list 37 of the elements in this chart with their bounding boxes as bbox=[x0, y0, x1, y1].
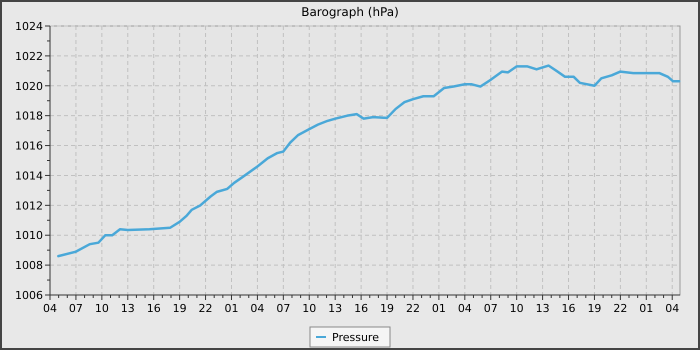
x-tick-label: 19 bbox=[172, 302, 187, 315]
x-tick-label: 10 bbox=[94, 302, 109, 315]
x-tick-label: 04 bbox=[665, 302, 680, 315]
x-tick-label: 16 bbox=[354, 302, 368, 315]
x-tick-label: 04 bbox=[250, 302, 264, 315]
y-tick-label: 1018 bbox=[15, 110, 43, 123]
y-tick-label: 1022 bbox=[15, 50, 43, 63]
y-tick-label: 1012 bbox=[15, 199, 43, 212]
y-tick-label: 1006 bbox=[15, 289, 43, 302]
x-tick-label: 07 bbox=[484, 302, 498, 315]
x-tick-label: 13 bbox=[536, 302, 550, 315]
x-tick-label: 07 bbox=[68, 302, 83, 315]
x-tick-label: 16 bbox=[146, 302, 161, 315]
x-tick-label: 10 bbox=[510, 302, 524, 315]
x-tick-label: 10 bbox=[302, 302, 316, 315]
x-tick-label: 01 bbox=[224, 302, 238, 315]
y-tick-label: 1008 bbox=[15, 259, 43, 272]
x-tick-label: 22 bbox=[406, 302, 420, 315]
x-tick-label: 07 bbox=[276, 302, 290, 315]
y-tick-label: 1010 bbox=[15, 229, 43, 242]
x-tick-label: 04 bbox=[458, 302, 472, 315]
legend-label: Pressure bbox=[332, 331, 380, 344]
x-tick-label: 13 bbox=[120, 302, 135, 315]
x-tick-label: 16 bbox=[562, 302, 576, 315]
chart-title: Barograph (hPa) bbox=[301, 5, 399, 19]
x-tick-label: 19 bbox=[380, 302, 394, 315]
y-tick-label: 1020 bbox=[15, 80, 43, 93]
y-tick-label: 1014 bbox=[15, 169, 43, 182]
x-tick-label: 22 bbox=[198, 302, 213, 315]
x-tick-label: 01 bbox=[639, 302, 654, 315]
y-tick-label: 1016 bbox=[15, 140, 43, 153]
y-tick-label: 1024 bbox=[15, 20, 43, 33]
x-tick-label: 19 bbox=[587, 302, 602, 315]
x-tick-label: 13 bbox=[328, 302, 342, 315]
x-tick-label: 04 bbox=[43, 302, 57, 315]
x-tick-label: 22 bbox=[613, 302, 628, 315]
x-tick-label: 01 bbox=[432, 302, 446, 315]
